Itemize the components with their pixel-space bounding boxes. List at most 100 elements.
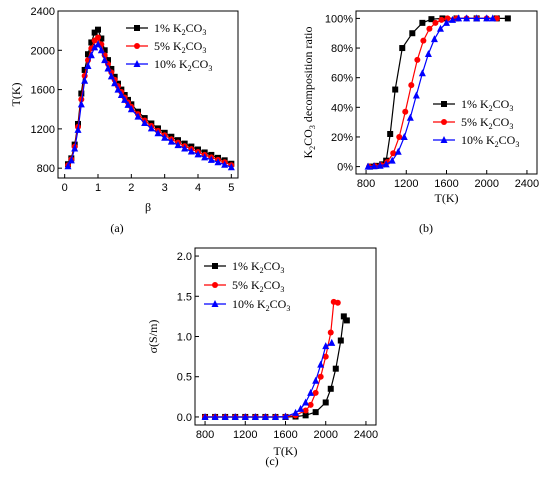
y-tick-label: 0.5 bbox=[177, 372, 192, 384]
series-2 bbox=[64, 40, 235, 171]
label-part: CO bbox=[270, 297, 287, 311]
x-tick-label: 5 bbox=[228, 182, 234, 194]
data-point bbox=[81, 66, 88, 73]
data-point bbox=[312, 409, 319, 416]
data-point bbox=[241, 412, 249, 420]
data-point bbox=[419, 19, 426, 26]
x-tick-label: 2400 bbox=[515, 178, 539, 190]
y-tick-label: 60% bbox=[331, 73, 353, 85]
data-point bbox=[370, 162, 378, 170]
data-point bbox=[424, 49, 432, 57]
subscript: 3 bbox=[208, 64, 212, 73]
subscript: 2 bbox=[266, 304, 270, 313]
data-point bbox=[98, 35, 105, 42]
y-tick-label: 1.0 bbox=[177, 332, 192, 344]
series-1 bbox=[202, 298, 341, 420]
data-point bbox=[161, 133, 169, 141]
legend-entry: 1% K2CO3 bbox=[154, 21, 206, 37]
data-point bbox=[201, 153, 209, 161]
legend-marker bbox=[133, 60, 141, 67]
data-point bbox=[317, 373, 324, 380]
data-point bbox=[211, 412, 219, 420]
data-point bbox=[77, 100, 85, 108]
label-part: K bbox=[301, 150, 315, 159]
data-point bbox=[121, 95, 129, 103]
data-point bbox=[124, 100, 132, 108]
x-tick-label: 4 bbox=[195, 182, 201, 194]
data-point bbox=[343, 317, 350, 324]
subscript: 3 bbox=[286, 304, 290, 313]
data-point bbox=[194, 150, 202, 158]
panel-label: (a) bbox=[110, 221, 123, 235]
data-point bbox=[88, 39, 95, 46]
data-point bbox=[444, 15, 451, 22]
label-part: CO bbox=[499, 133, 516, 147]
data-point bbox=[387, 130, 394, 137]
y-axis-label: T(K) bbox=[9, 83, 23, 107]
x-tick-label: 2000 bbox=[313, 429, 337, 441]
data-point bbox=[312, 376, 320, 384]
label-part: 5% K bbox=[232, 278, 260, 292]
data-point bbox=[376, 161, 384, 169]
data-point bbox=[364, 162, 372, 170]
data-point bbox=[214, 158, 222, 166]
legend-entry: 1% K2CO3 bbox=[232, 259, 284, 275]
data-point bbox=[390, 150, 397, 157]
data-point bbox=[117, 90, 125, 98]
legend-marker bbox=[212, 282, 218, 288]
data-point bbox=[64, 162, 72, 170]
data-point bbox=[438, 16, 445, 23]
x-tick-label: 0 bbox=[62, 182, 68, 194]
subscript: 3 bbox=[280, 285, 284, 294]
data-point bbox=[504, 15, 511, 22]
subscript: 2 bbox=[308, 146, 317, 150]
data-point bbox=[181, 144, 189, 152]
data-point bbox=[418, 69, 426, 77]
data-point bbox=[483, 14, 491, 22]
x-tick-label: 1600 bbox=[434, 178, 458, 190]
data-point bbox=[187, 147, 195, 155]
data-point bbox=[91, 43, 99, 51]
data-point bbox=[114, 85, 122, 93]
data-point bbox=[406, 113, 414, 121]
subscript: 2 bbox=[495, 140, 499, 149]
legend-entry: 5% K2CO3 bbox=[232, 278, 284, 294]
label-part: CO bbox=[264, 278, 281, 292]
data-point bbox=[302, 398, 310, 406]
data-point bbox=[207, 155, 215, 163]
y-tick-label: 1.5 bbox=[177, 291, 192, 303]
data-point bbox=[402, 108, 409, 115]
data-point bbox=[307, 388, 315, 396]
data-point bbox=[261, 412, 269, 420]
y-tick-label: 2000 bbox=[31, 45, 55, 57]
x-tick-label: 3 bbox=[162, 182, 168, 194]
data-point bbox=[489, 14, 497, 22]
data-point bbox=[147, 124, 155, 132]
data-point bbox=[307, 401, 314, 408]
data-point bbox=[327, 385, 334, 392]
label-part: 10% K bbox=[461, 133, 495, 147]
label-part: CO bbox=[186, 39, 203, 53]
data-point bbox=[317, 360, 325, 368]
data-point bbox=[67, 156, 75, 164]
data-point bbox=[394, 147, 402, 155]
data-point bbox=[412, 91, 420, 99]
subscript: 3 bbox=[509, 104, 513, 113]
label-part: 1% K bbox=[461, 97, 489, 111]
data-point bbox=[297, 404, 305, 412]
label-part: 1% K bbox=[232, 259, 260, 273]
data-point bbox=[334, 299, 341, 306]
data-point bbox=[443, 18, 450, 26]
subscript: 2 bbox=[489, 104, 493, 113]
data-point bbox=[231, 412, 239, 420]
data-point bbox=[227, 163, 235, 171]
data-point bbox=[78, 90, 85, 97]
label-part: 10% K bbox=[232, 297, 266, 311]
y-tick-label: 1200 bbox=[31, 124, 55, 136]
data-point bbox=[414, 56, 421, 63]
series-0 bbox=[202, 313, 350, 420]
data-point bbox=[426, 25, 433, 32]
x-axis-label: T(K) bbox=[435, 191, 459, 205]
label-part: CO bbox=[301, 129, 315, 146]
data-point bbox=[104, 64, 112, 72]
